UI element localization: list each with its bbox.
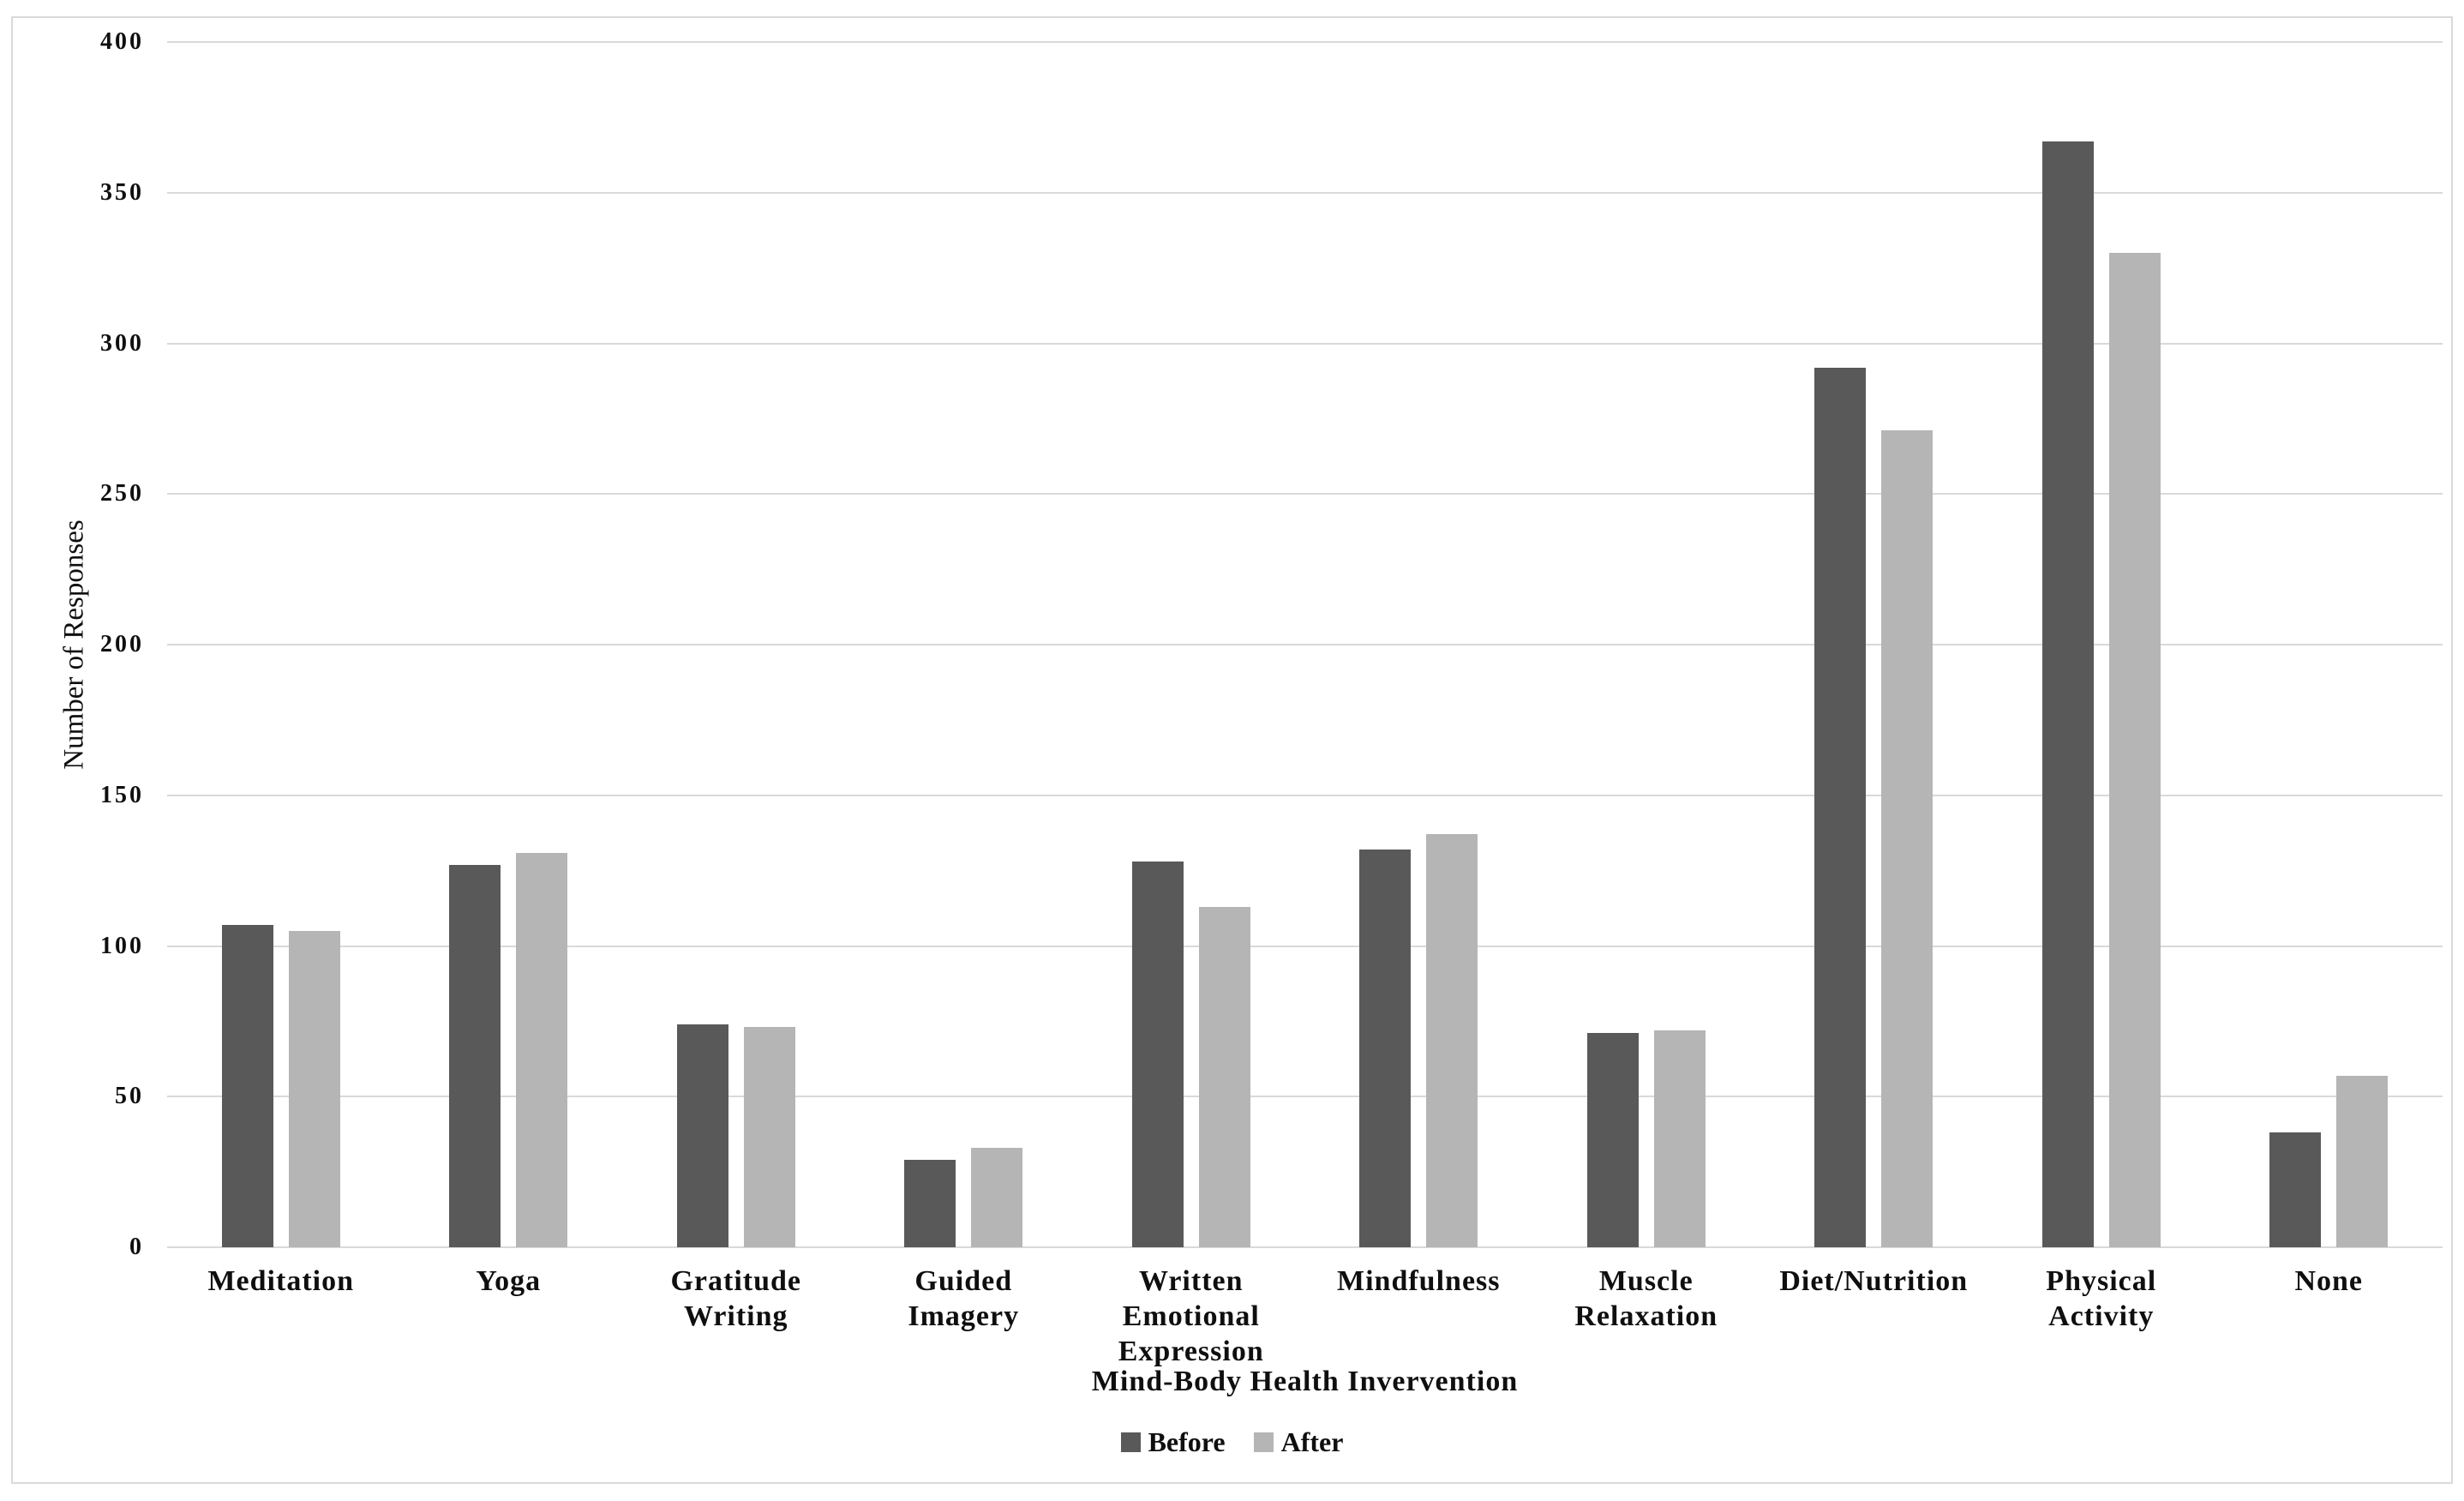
y-tick-label-50: 50 — [115, 1083, 144, 1110]
y-tick-label-150: 150 — [100, 781, 144, 808]
y-tick-label-200: 200 — [100, 631, 144, 657]
category-label-yoga: Yoga — [476, 1265, 542, 1297]
bar-yoga-after — [516, 852, 568, 1247]
bar-group-physical-activity — [1987, 42, 2215, 1247]
bar-diet-nutrition-after — [1881, 430, 1933, 1247]
bar-group-none — [2215, 42, 2443, 1247]
gridline-250 — [167, 493, 2443, 495]
after-series-swatch — [1253, 1432, 1274, 1452]
gridline-200 — [167, 644, 2443, 645]
bar-group-gratitude-writing — [622, 42, 850, 1247]
category-label-mindfulness: Mindfulness — [1337, 1265, 1501, 1297]
bar-muscle-relaxation-after — [1653, 1030, 1706, 1247]
category-label-guided-imagery: Guided Imagery — [908, 1265, 1020, 1332]
gridline-100 — [167, 945, 2443, 947]
category-label-meditation: Meditation — [207, 1265, 355, 1297]
bar-none-before — [2269, 1132, 2322, 1247]
y-tick-label-350: 350 — [100, 178, 144, 206]
y-tick-label-100: 100 — [100, 932, 144, 959]
y-axis-tick-labels: 0 50 100 150 200 250 300 350 400 — [0, 28, 144, 1260]
y-axis-title: Number of Responses — [58, 519, 90, 770]
bar-group-meditation — [167, 42, 395, 1247]
bar-group-written-emotional-expression — [1077, 42, 1305, 1247]
y-tick-label-250: 250 — [100, 480, 144, 507]
bar-mindfulness-after — [1426, 834, 1478, 1247]
gridline-400 — [167, 41, 2443, 43]
bar-meditation-after — [288, 930, 340, 1247]
gridline-0 — [167, 1246, 2443, 1248]
bar-group-muscle-relaxation — [1532, 42, 1760, 1247]
legend: Before After — [0, 1426, 2464, 1458]
bar-muscle-relaxation-before — [1586, 1033, 1639, 1247]
category-label-muscle-relaxation: Muscle Relaxation — [1574, 1265, 1718, 1332]
bar-group-guided-imagery — [850, 42, 1078, 1247]
bar-gratitude-writing-after — [743, 1027, 795, 1247]
bar-physical-activity-after — [2108, 253, 2161, 1247]
category-label-physical-activity: Physical Activity — [2046, 1265, 2157, 1332]
bar-guided-imagery-before — [904, 1160, 956, 1247]
bar-guided-imagery-after — [971, 1148, 1023, 1247]
x-axis-category-labels: Meditation Yoga Gratitude Writing Guided Im… — [167, 1264, 2443, 1369]
y-tick-label-0: 0 — [129, 1234, 144, 1260]
bar-none-after — [2336, 1075, 2389, 1247]
legend-label-before: Before — [1148, 1426, 1226, 1457]
gridline-50 — [167, 1096, 2443, 1098]
bar-meditation-before — [221, 924, 273, 1247]
bar-group-yoga — [395, 42, 623, 1247]
gridline-350 — [167, 191, 2443, 194]
bars-layer — [167, 42, 2443, 1247]
legend-item-after: After — [1253, 1426, 1344, 1458]
legend-item-before: Before — [1120, 1426, 1226, 1458]
category-label-none: None — [2294, 1265, 2364, 1297]
bar-written-emotional-expression-after — [1198, 906, 1250, 1247]
plot-area — [167, 41, 2443, 1248]
bar-physical-activity-before — [2041, 141, 2094, 1247]
legend-label-after: After — [1280, 1426, 1344, 1457]
bar-mindfulness-before — [1359, 850, 1412, 1247]
bar-group-mindfulness — [1305, 42, 1533, 1247]
bar-group-diet-nutrition — [1760, 42, 1988, 1247]
bar-diet-nutrition-before — [1814, 367, 1867, 1247]
category-label-gratitude-writing: Gratitude Writing — [670, 1265, 802, 1332]
category-label-written-emotional-expression: Written Emotional Expression — [1118, 1265, 1264, 1367]
gridline-300 — [167, 342, 2443, 345]
y-tick-label-400: 400 — [100, 28, 144, 55]
bar-gratitude-writing-before — [676, 1024, 728, 1247]
before-series-swatch — [1120, 1432, 1141, 1452]
x-axis-title: Mind-Body Health Invervention — [1091, 1366, 1519, 1397]
bar-written-emotional-expression-before — [1131, 862, 1184, 1247]
category-label-diet-nutrition: Diet/Nutrition — [1779, 1265, 1969, 1297]
y-tick-label-300: 300 — [100, 329, 144, 357]
gridline-150 — [167, 794, 2443, 796]
bar-yoga-before — [449, 864, 501, 1247]
